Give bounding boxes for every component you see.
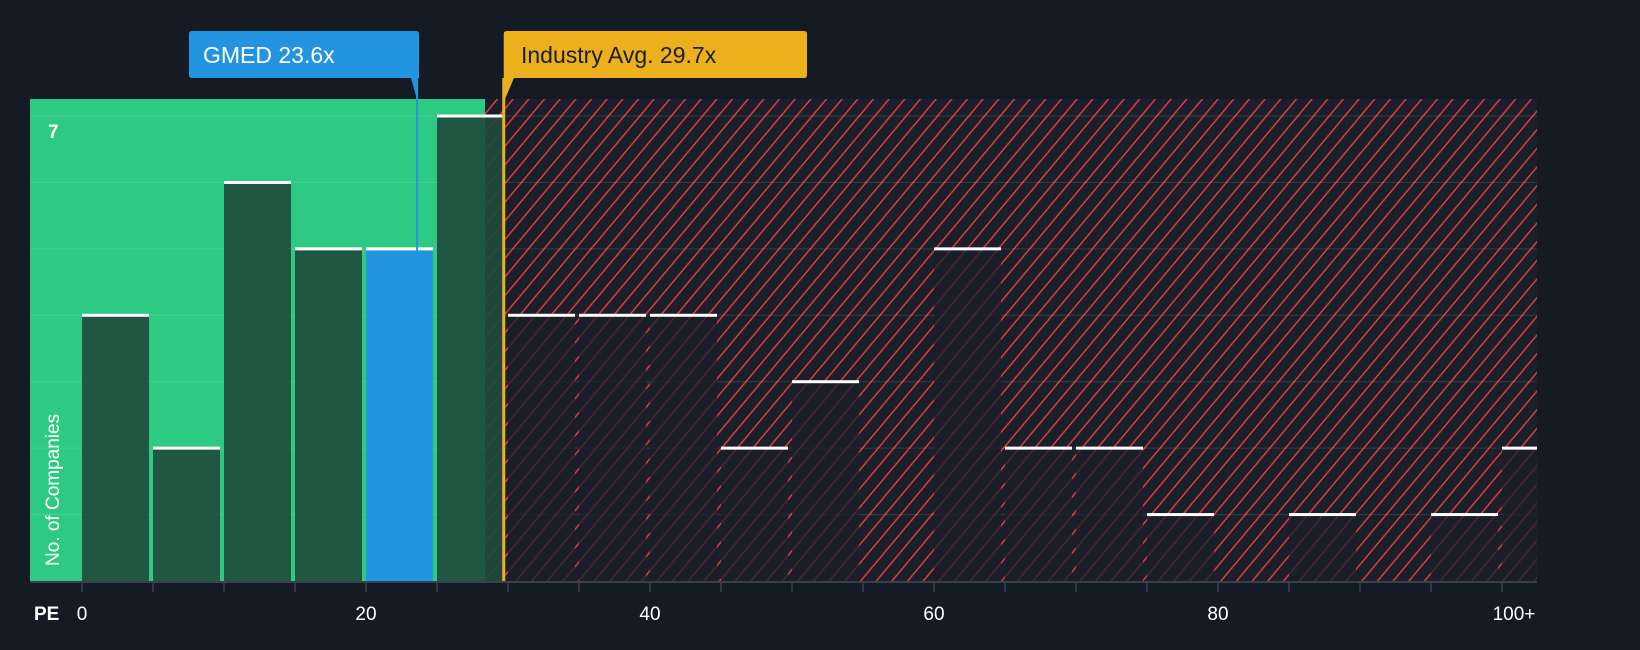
histogram-bar [366,248,433,581]
histogram-bar [579,315,646,581]
x-axis-label: PE [34,604,59,625]
x-tick-label: 80 [1207,604,1228,625]
bar-top-marker [1502,446,1537,450]
x-tick-label: 100+ [1493,604,1536,625]
company-callout-bubble [189,31,419,100]
x-tick-label: 40 [639,604,660,625]
bar-top-marker [366,247,433,251]
histogram-bar [508,315,575,581]
bar-top-marker [1076,446,1143,450]
bar-top-marker [579,313,646,317]
y-max-label: 7 [48,122,59,143]
histogram-bar [1431,514,1498,581]
bar-top-marker [934,247,1001,251]
industry-callout-bubble [503,31,807,102]
histogram-bar [650,315,717,581]
company-callout: GMED 23.6x [189,31,419,100]
histogram-bar [721,448,788,581]
histogram-bar [1076,448,1143,581]
histogram-bar [82,315,149,581]
bar-top-marker [224,180,291,184]
bar-top-marker [721,446,788,450]
histogram-bar [1005,448,1072,581]
histogram-bar [792,381,859,581]
company-callout-label: GMED 23.6x [203,42,335,68]
x-tick-label: 20 [355,604,376,625]
bar-top-marker [1431,513,1498,517]
x-tick-label: 0 [77,604,88,625]
industry-callout: Industry Avg. 29.7x [503,31,807,102]
histogram-bar [934,248,1001,581]
bar-top-marker [792,380,859,384]
histogram-bar [437,116,504,581]
histogram-bar [1147,514,1214,581]
histogram-bar [1502,448,1537,581]
bar-top-marker [82,313,149,317]
bar-top-marker [295,247,362,251]
bar-top-marker [153,446,220,450]
histogram-bar [224,182,291,581]
bar-top-marker [437,114,504,118]
histogram-bar [295,248,362,581]
x-tick-label: 60 [923,604,944,625]
bar-top-marker [1289,513,1356,517]
industry-callout-label: Industry Avg. 29.7x [521,42,717,68]
bar-top-marker [1005,446,1072,450]
y-axis-label: No. of Companies [43,414,64,566]
histogram-bar [1289,514,1356,581]
bar-top-marker [1147,513,1214,517]
bar-top-marker [650,313,717,317]
histogram-bar [153,448,220,581]
bar-top-marker [508,313,575,317]
